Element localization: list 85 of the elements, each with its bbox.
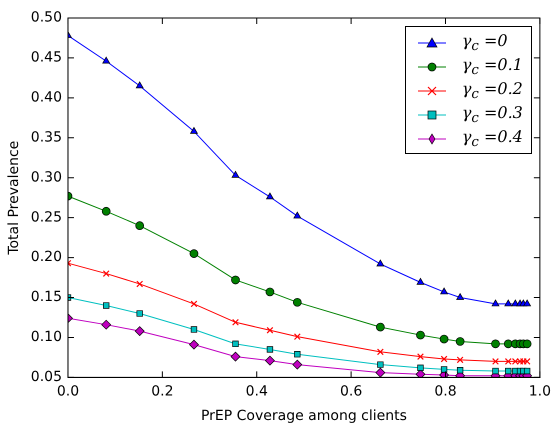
y-tick-label: 0.45 bbox=[30, 50, 62, 66]
y-tick-label: 0.30 bbox=[30, 169, 62, 186]
point bbox=[266, 346, 274, 353]
x-axis-title: PrEP Coverage among clients bbox=[200, 408, 407, 424]
legend-label: γ$_{c}$ =0.3 bbox=[462, 103, 523, 127]
point bbox=[102, 206, 111, 216]
point bbox=[504, 358, 512, 365]
x-tick-label: 0.0 bbox=[56, 383, 80, 400]
point bbox=[417, 353, 424, 360]
y-tick-label: 0.10 bbox=[30, 329, 62, 346]
point bbox=[232, 340, 239, 348]
point bbox=[416, 278, 424, 285]
point bbox=[516, 358, 524, 365]
point bbox=[136, 280, 144, 288]
point bbox=[440, 356, 448, 362]
point bbox=[134, 326, 145, 336]
point bbox=[103, 302, 110, 309]
point bbox=[190, 127, 198, 134]
point bbox=[190, 326, 198, 333]
legend-label: γ$_{c}$ =0.1 bbox=[462, 55, 523, 79]
point bbox=[376, 322, 385, 332]
point bbox=[377, 361, 384, 368]
point bbox=[376, 260, 384, 266]
x-tick-label: 0.8 bbox=[434, 383, 457, 400]
point bbox=[136, 310, 143, 317]
point bbox=[456, 367, 464, 374]
point bbox=[440, 288, 448, 294]
point bbox=[416, 330, 425, 340]
point bbox=[265, 356, 275, 366]
point bbox=[232, 318, 239, 326]
point bbox=[292, 360, 302, 370]
point bbox=[102, 270, 110, 277]
point bbox=[491, 340, 500, 348]
legend-label: γ$_{c}$ =0.4 bbox=[462, 127, 523, 151]
y-tick-label: 0.20 bbox=[30, 249, 62, 266]
point bbox=[520, 358, 527, 365]
point bbox=[101, 320, 112, 330]
point bbox=[524, 368, 530, 374]
point bbox=[232, 170, 240, 178]
point bbox=[456, 293, 464, 300]
point bbox=[504, 340, 513, 348]
point bbox=[189, 340, 199, 350]
point bbox=[522, 340, 532, 348]
y-tick-label: 0.40 bbox=[30, 90, 62, 106]
point bbox=[294, 212, 302, 218]
x-tick-label: 1.0 bbox=[528, 383, 551, 400]
y-tick-label: 0.35 bbox=[30, 129, 62, 146]
point bbox=[492, 368, 499, 374]
y-tick-label: 0.25 bbox=[30, 209, 62, 226]
point bbox=[492, 300, 500, 306]
point bbox=[440, 366, 448, 373]
point bbox=[190, 249, 198, 258]
point bbox=[102, 56, 110, 64]
x-tick-label: 0.4 bbox=[246, 383, 268, 400]
point bbox=[266, 326, 274, 334]
point bbox=[294, 333, 301, 340]
legend-label: γ$_{c}$ =0 bbox=[462, 31, 508, 55]
point bbox=[266, 192, 274, 200]
point bbox=[504, 300, 512, 306]
point bbox=[505, 368, 512, 374]
y-tick-label: 0.50 bbox=[30, 10, 62, 26]
point bbox=[523, 300, 531, 306]
point bbox=[456, 356, 464, 364]
point bbox=[190, 300, 198, 308]
point bbox=[512, 358, 519, 365]
point bbox=[230, 352, 240, 362]
point bbox=[440, 334, 448, 344]
point bbox=[524, 358, 531, 365]
point bbox=[135, 221, 144, 230]
x-tick-label: 0.2 bbox=[151, 383, 174, 400]
point bbox=[231, 276, 240, 284]
point bbox=[266, 288, 274, 296]
y-tick-label: 0.05 bbox=[30, 369, 62, 386]
point bbox=[292, 298, 302, 307]
point bbox=[492, 358, 499, 365]
point bbox=[376, 348, 384, 356]
point bbox=[417, 364, 424, 371]
point bbox=[376, 368, 386, 378]
x-tick-label: 0.6 bbox=[340, 383, 362, 400]
point bbox=[456, 337, 464, 346]
y-tick-label: 0.15 bbox=[30, 289, 62, 306]
legend-label: γ$_{c}$ =0.2 bbox=[462, 79, 523, 103]
y-axis-title: Total Prevalence bbox=[6, 140, 22, 256]
point bbox=[294, 351, 300, 358]
point bbox=[136, 82, 144, 88]
